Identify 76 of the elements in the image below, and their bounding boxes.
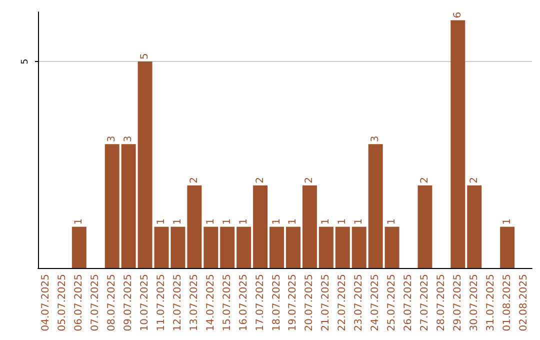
data-label: 2 — [304, 177, 316, 184]
data-label: 1 — [386, 218, 398, 225]
bar — [318, 226, 334, 268]
x-tick-label: 01.08.2025 — [502, 274, 513, 332]
bar — [418, 185, 432, 268]
x-tick-label: 25.07.2025 — [386, 274, 398, 332]
x-tick-label: 20.07.2025 — [304, 274, 316, 332]
x-tick-label: 07.07.2025 — [90, 274, 102, 332]
bar — [467, 185, 482, 268]
bar — [204, 226, 218, 268]
bar — [302, 185, 317, 268]
x-tick-label: 15.07.2025 — [222, 274, 233, 332]
x-tick-label: 08.07.2025 — [106, 274, 118, 332]
bar — [500, 226, 515, 268]
x-tick-label: 16.07.2025 — [238, 274, 250, 332]
x-tick-label: 31.07.2025 — [485, 274, 496, 332]
data-label: 1 — [205, 218, 216, 225]
x-tick-label: 23.07.2025 — [354, 274, 365, 332]
bar — [154, 226, 169, 268]
bar — [368, 144, 383, 268]
x-tick-label: 26.07.2025 — [403, 274, 414, 332]
x-tick-label: 11.07.2025 — [156, 274, 167, 332]
x-tick-label: 28.07.2025 — [436, 274, 447, 332]
bar — [286, 226, 300, 268]
x-tick-label: 22.07.2025 — [337, 274, 348, 332]
data-label: 1 — [238, 218, 250, 225]
data-label: 5 — [140, 53, 151, 60]
bar — [170, 226, 186, 268]
bar — [138, 62, 152, 268]
data-label: 2 — [188, 177, 200, 184]
x-tick-label: 14.07.2025 — [205, 274, 216, 332]
bar — [104, 144, 120, 268]
bar — [450, 20, 466, 268]
x-tick-label: 02.08.2025 — [518, 274, 530, 332]
data-label: 2 — [468, 177, 480, 184]
data-label: 1 — [74, 218, 85, 225]
bar — [187, 185, 202, 268]
data-label: 1 — [337, 218, 348, 225]
bar — [72, 226, 86, 268]
x-tick-label: 21.07.2025 — [320, 274, 332, 332]
data-label: 1 — [222, 218, 233, 225]
data-label: 3 — [123, 136, 134, 142]
data-label: 1 — [172, 218, 184, 225]
data-label: 2 — [254, 177, 266, 184]
bar — [253, 185, 268, 268]
bar — [121, 144, 136, 268]
x-tick-label: 13.07.2025 — [188, 274, 200, 332]
data-label: 2 — [419, 177, 430, 184]
x-tick-label: 09.07.2025 — [123, 274, 134, 332]
x-tick-label: 30.07.2025 — [468, 274, 480, 332]
x-tick-label: 24.07.2025 — [370, 274, 382, 332]
data-label: 1 — [354, 218, 365, 225]
bar — [236, 226, 252, 268]
data-label: 1 — [320, 218, 332, 225]
x-tick-label: 05.07.2025 — [57, 274, 68, 332]
data-label: 6 — [452, 12, 464, 18]
x-tick-label: 18.07.2025 — [271, 274, 282, 332]
x-tick-label: 12.07.2025 — [172, 274, 184, 332]
data-label: 3 — [106, 136, 118, 142]
x-tick-label: 27.07.2025 — [419, 274, 430, 332]
x-tick-label: 10.07.2025 — [140, 274, 151, 332]
data-label: 3 — [370, 136, 382, 142]
bar — [220, 226, 235, 268]
bar — [352, 226, 366, 268]
bar — [384, 226, 400, 268]
data-label: 1 — [271, 218, 282, 225]
data-label: 1 — [288, 218, 299, 225]
x-tick-label: 17.07.2025 — [254, 274, 266, 332]
x-tick-label: 29.07.2025 — [452, 274, 464, 332]
data-label: 1 — [502, 218, 513, 225]
data-label: 1 — [156, 218, 167, 225]
bar — [335, 226, 350, 268]
x-tick-label: 04.07.2025 — [40, 274, 52, 332]
bar — [270, 226, 284, 268]
x-tick-label: 06.07.2025 — [74, 274, 85, 332]
x-tick-label: 19.07.2025 — [288, 274, 299, 332]
